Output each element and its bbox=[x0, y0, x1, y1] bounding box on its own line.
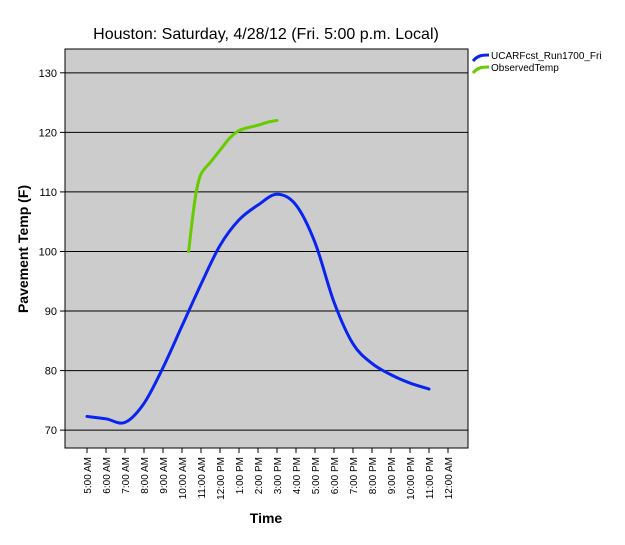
y-tick-label: 100 bbox=[39, 246, 57, 258]
y-tick-label: 110 bbox=[39, 187, 57, 199]
x-tick-label: 5:00 PM bbox=[311, 457, 322, 494]
x-tick-label: 9:00 PM bbox=[387, 457, 398, 494]
legend-label-1: ObservedTemp bbox=[491, 63, 559, 74]
x-tick-label: 9:00 AM bbox=[159, 457, 170, 494]
x-tick-label: 8:00 AM bbox=[140, 457, 151, 494]
x-tick-label: 3:00 PM bbox=[273, 457, 284, 494]
x-tick-label: 10:00 PM bbox=[406, 457, 417, 500]
x-tick-label: 1:00 PM bbox=[235, 457, 246, 494]
x-tick-label: 6:00 PM bbox=[330, 457, 341, 494]
y-tick-label: 90 bbox=[45, 306, 57, 318]
y-axis-label: Pavement Temp (F) bbox=[15, 185, 31, 313]
y-tick-label: 120 bbox=[39, 127, 57, 139]
x-tick-label: 5:00 AM bbox=[83, 457, 94, 494]
x-axis-label: Time bbox=[250, 510, 283, 526]
series-line-1 bbox=[187, 118, 279, 253]
x-tick-label: 7:00 PM bbox=[349, 457, 360, 494]
y-tick-label: 130 bbox=[39, 68, 57, 80]
legend-swatch-0 bbox=[471, 53, 490, 63]
plot-area bbox=[64, 48, 469, 449]
legend-label-0: UCARFcst_Run1700_Fri bbox=[491, 51, 602, 62]
chart-title: Houston: Saturday, 4/28/12 (Fri. 5:00 p.… bbox=[93, 26, 439, 43]
x-tick-label: 4:00 PM bbox=[292, 457, 303, 494]
x-tick-label: 6:00 AM bbox=[102, 457, 113, 494]
series-line-0 bbox=[85, 192, 431, 425]
x-tick-label: 2:00 PM bbox=[254, 457, 265, 494]
x-tick-label: 8:00 PM bbox=[368, 457, 379, 494]
x-tick-label: 7:00 AM bbox=[121, 457, 132, 494]
legend-swatch-1 bbox=[471, 65, 490, 75]
x-tick-label: 11:00 PM bbox=[425, 457, 436, 499]
x-tick-label: 11:00 AM bbox=[197, 457, 208, 499]
y-tick-label: 80 bbox=[45, 366, 57, 378]
y-tick-label: 70 bbox=[45, 425, 57, 437]
x-tick-label: 12:00 PM bbox=[216, 457, 227, 500]
x-tick-label: 12:00 AM bbox=[444, 457, 455, 499]
x-tick-label: 10:00 AM bbox=[178, 457, 189, 499]
